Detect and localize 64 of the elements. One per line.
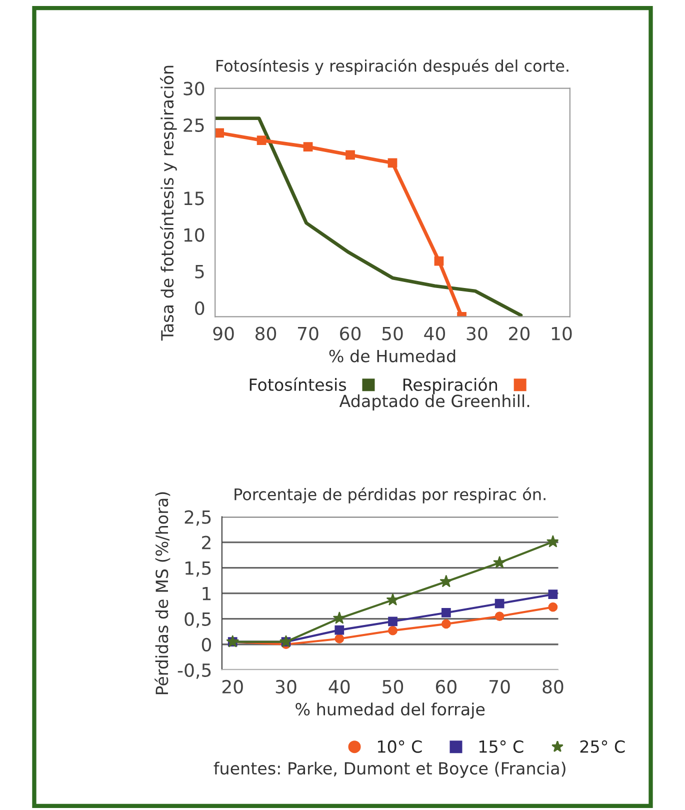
legend-label: Fotosíntesis	[250, 377, 346, 391]
point	[548, 602, 558, 612]
x-tick-label: 70	[298, 326, 318, 340]
point	[215, 128, 224, 138]
x-tick-label: 60	[340, 326, 361, 340]
y-axis-title: Pérdidas de MS (%/hora)	[154, 492, 170, 694]
y-tick-label: 15	[184, 192, 204, 206]
x-axis-title: % humedad del forraje	[296, 702, 485, 719]
source-note: fuentes: Parke, Dumont et Boyce (Francia)	[214, 762, 566, 778]
y-tick-label: 25	[184, 118, 204, 132]
point	[334, 625, 344, 635]
x-tick-label: 50	[382, 326, 403, 340]
point	[548, 590, 558, 600]
y-tick-label: 0,5	[184, 612, 211, 628]
point	[346, 150, 355, 160]
point	[493, 556, 506, 568]
point	[546, 535, 558, 548]
point	[441, 619, 451, 629]
y-tick-label: 10	[184, 228, 204, 242]
x-tick-label: 20	[222, 680, 243, 694]
x-tick-label: 70	[490, 680, 510, 694]
x-tick-label: 40	[424, 326, 446, 340]
legend-label: Respiración	[403, 377, 498, 394]
point	[386, 593, 400, 606]
x-tick-label: 80	[542, 680, 564, 694]
y-tick-label: 30	[184, 82, 204, 96]
y-tick-label: 2	[202, 536, 210, 550]
point	[303, 142, 313, 152]
point	[388, 626, 398, 636]
point	[334, 634, 344, 644]
y-tick-label: 2,5	[184, 510, 211, 526]
point	[388, 158, 398, 168]
x-tick-label: 90	[213, 326, 234, 340]
point	[440, 574, 453, 588]
x-tick-label: 20	[509, 326, 530, 340]
line-series	[215, 116, 523, 317]
x-tick-label: 50	[382, 680, 404, 694]
y-tick-label: -0,5	[178, 663, 211, 679]
point	[256, 136, 266, 145]
x-axis-title: % de Humedad	[329, 349, 456, 362]
point	[441, 608, 451, 618]
point	[434, 256, 444, 266]
text: Adaptado de Greenhill.	[339, 394, 530, 411]
x-tick-label: 80	[256, 326, 276, 340]
x-tick-label: 30	[276, 680, 296, 694]
chart-title: Porcentaje de pérdidas por respirac ón.	[234, 487, 546, 504]
point	[388, 616, 398, 626]
x-tick-label: 60	[436, 680, 456, 694]
x-tick-label: 10	[552, 326, 572, 340]
legend-label: 10° C	[378, 740, 422, 753]
x-tick-label: 40	[328, 680, 350, 694]
point	[494, 612, 504, 621]
y-tick-label: 0	[195, 301, 204, 316]
x-tick-label: 30	[466, 326, 488, 340]
y-tick-label: 1,5	[185, 562, 211, 577]
y-tick-label: 1	[202, 587, 211, 600]
y-tick-label: 0	[202, 638, 212, 652]
legend-label: 25° C	[580, 740, 625, 753]
point	[494, 598, 504, 608]
legend-label: 15° C	[479, 740, 524, 753]
y-tick-label: 5	[195, 265, 204, 278]
y-axis-title: Tasa de fotosíntesis y respiración	[160, 66, 177, 341]
point	[332, 612, 346, 624]
chart-title: Fotosíntesis y respiración después del corte.	[216, 58, 568, 75]
